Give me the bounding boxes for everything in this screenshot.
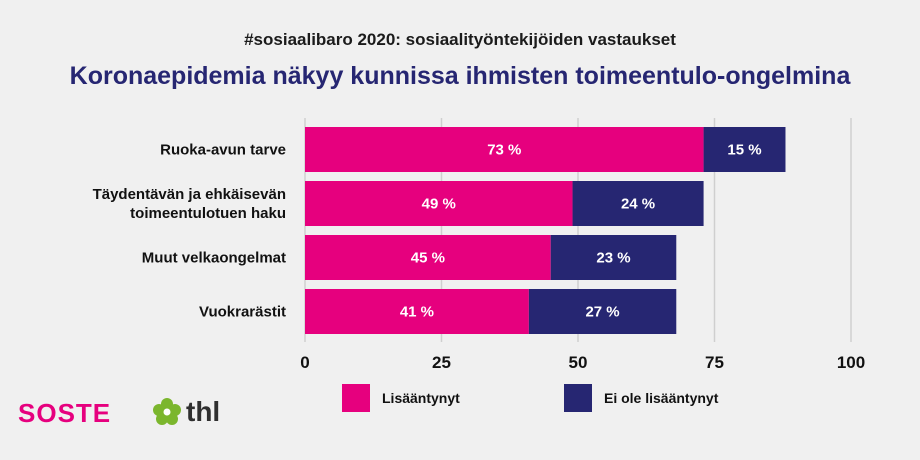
legend-increased-label: Lisääntynyt	[382, 390, 460, 406]
bar-increased-1	[305, 181, 573, 226]
legend-not-increased-label: Ei ole lisääntynyt	[604, 390, 719, 406]
soste-logo: SOSTE	[18, 398, 112, 428]
chart-subtitle: #sosiaalibaro 2020: sosiaalityöntekijöid…	[244, 30, 676, 49]
thl-flower-icon	[153, 398, 181, 425]
legend-not-increased-swatch	[564, 384, 592, 412]
bar-increased-2	[305, 235, 551, 280]
x-tick-label: 0	[300, 353, 309, 372]
value-label: 24 %	[621, 196, 655, 213]
value-label: 41 %	[400, 304, 434, 321]
bar-increased-3	[305, 289, 529, 334]
x-tick-label: 75	[705, 353, 724, 372]
category-label: Muut velkaongelmat	[142, 250, 286, 267]
category-label: Ruoka-avun tarve	[160, 142, 286, 159]
thl-logo-text: thl	[186, 396, 221, 427]
legend-increased-swatch	[342, 384, 370, 412]
bar-not-increased-2	[550, 235, 677, 280]
x-tick-label: 25	[432, 353, 451, 372]
value-label: 27 %	[585, 304, 619, 321]
category-label: Vuokrarästit	[199, 304, 286, 321]
x-tick-label: 100	[837, 353, 865, 372]
bar-increased-0	[305, 127, 704, 172]
bar-not-increased-0	[703, 127, 786, 172]
value-label: 15 %	[727, 142, 761, 159]
bar-not-increased-1	[572, 181, 704, 226]
value-label: 49 %	[422, 196, 456, 213]
value-label: 73 %	[487, 142, 521, 159]
x-tick-label: 50	[569, 353, 588, 372]
chart-title: Koronaepidemia näkyy kunnissa ihmisten t…	[69, 62, 851, 90]
value-label: 45 %	[411, 250, 445, 267]
bar-not-increased-3	[528, 289, 677, 334]
category-label: toimeentulotuen haku	[130, 205, 286, 222]
category-label: Täydentävän ja ehkäisevän	[93, 186, 286, 203]
thl-logo: thl	[152, 396, 220, 428]
value-label: 23 %	[596, 250, 630, 267]
